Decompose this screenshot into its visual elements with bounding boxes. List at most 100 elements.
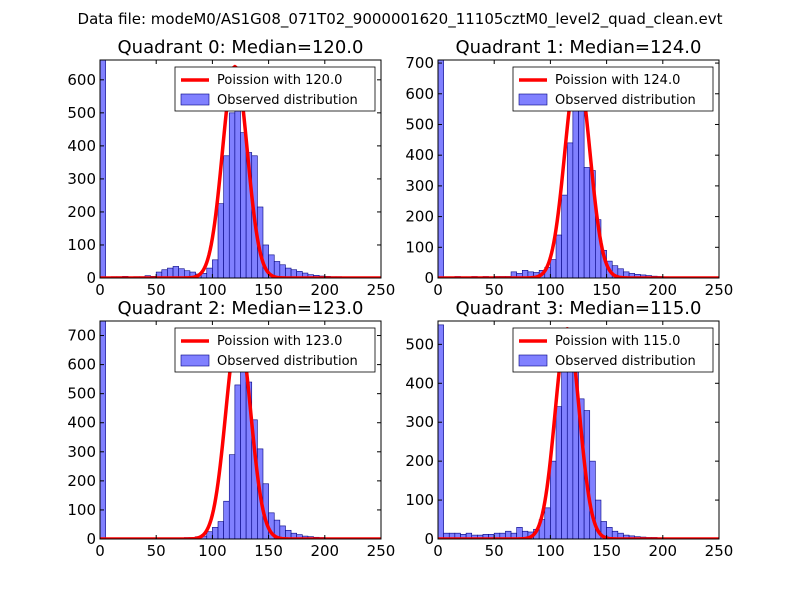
y-tick-label: 300 <box>67 443 96 461</box>
x-tick-label: 0 <box>95 542 105 560</box>
x-tick-label: 250 <box>705 542 734 560</box>
x-tick-label: 200 <box>648 542 677 560</box>
x-tick-label: 250 <box>367 542 396 560</box>
y-tick-label: 700 <box>67 327 96 345</box>
legend-bar-swatch <box>180 93 210 106</box>
y-tick-label: 500 <box>405 115 434 133</box>
histogram-bar <box>561 194 568 278</box>
histogram-bar <box>217 203 224 278</box>
y-tick-label: 400 <box>405 374 434 392</box>
histogram-bar <box>100 321 106 539</box>
y-tick-label: 100 <box>67 501 96 519</box>
histogram-bar <box>234 87 241 278</box>
y-tick-label: 100 <box>405 491 434 509</box>
x-tick-label: 250 <box>367 281 396 299</box>
y-tick-label: 600 <box>405 85 434 103</box>
panel-title: Quadrant 2: Median=123.0 <box>118 298 364 319</box>
histogram-bar <box>217 521 224 539</box>
y-tick-label: 0 <box>86 530 96 548</box>
legend-label-fit: Poission with 123.0 <box>217 334 342 349</box>
x-tick-label: 100 <box>536 542 565 560</box>
histogram-bar <box>228 112 236 278</box>
y-tick-label: 0 <box>86 269 96 287</box>
histogram-bar <box>555 234 562 278</box>
legend: Poission with 115.0 Observed distribution <box>512 327 714 373</box>
y-tick-label: 200 <box>405 452 434 470</box>
x-tick-label: 150 <box>592 281 621 299</box>
panel-title: Quadrant 0: Median=120.0 <box>118 37 364 58</box>
x-tick-label: 200 <box>310 542 339 560</box>
histogram-bar <box>279 264 286 278</box>
legend-bar-swatch <box>518 354 548 367</box>
x-tick-label: 150 <box>254 542 283 560</box>
histogram-bar <box>240 370 247 539</box>
panel-title: Quadrant 3: Median=115.0 <box>456 298 702 319</box>
histogram-bar <box>206 267 213 278</box>
legend: Poission with 123.0 Observed distribution <box>174 327 376 373</box>
x-tick-label: 50 <box>485 542 504 560</box>
x-tick-label: 200 <box>648 281 677 299</box>
x-tick-label: 250 <box>705 281 734 299</box>
quadrant-2-panel: Quadrant 2: Median=123.0 0 50 100 150 200 250 0… <box>67 298 395 560</box>
y-tick-label: 400 <box>67 414 96 432</box>
quadrant-3-panel: Quadrant 3: Median=115.0 0 50 100 150 200 250 0… <box>405 298 733 560</box>
axes-frame <box>99 59 382 279</box>
axes-frame <box>437 59 720 279</box>
histogram-bar <box>566 347 574 539</box>
histogram-bar <box>572 102 579 278</box>
legend-label-fit: Poission with 120.0 <box>217 73 342 88</box>
legend-label-observed: Observed distribution <box>555 93 696 108</box>
y-tick-label: 0 <box>424 530 434 548</box>
subplot-grid: Quadrant 0: Median=120.0 0 50 100 150 200 250 0… <box>67 37 733 560</box>
y-tick-label: 200 <box>67 203 96 221</box>
histogram-bar <box>438 324 444 539</box>
x-tick-label: 100 <box>536 281 565 299</box>
y-tick-label: 100 <box>67 236 96 254</box>
histogram-bar <box>555 406 562 539</box>
y-tick-label: 700 <box>405 54 434 72</box>
histogram-bar <box>228 454 236 539</box>
quadrant-1-panel: Quadrant 1: Median=124.0 0 50 100 150 200 250 0… <box>405 37 733 299</box>
x-tick-label: 150 <box>592 542 621 560</box>
y-tick-label: 300 <box>405 413 434 431</box>
x-tick-label: 150 <box>254 281 283 299</box>
axes-frame <box>437 320 720 540</box>
histogram-bar <box>583 167 591 278</box>
histogram-bar <box>438 60 444 278</box>
y-tick-label: 300 <box>67 170 96 188</box>
x-tick-label: 100 <box>198 542 227 560</box>
legend: Poission with 120.0 Observed distribution <box>174 66 376 112</box>
histogram-bar <box>234 384 241 539</box>
x-tick-label: 50 <box>485 281 504 299</box>
x-tick-label: 50 <box>147 281 166 299</box>
y-tick-label: 600 <box>67 71 96 89</box>
poisson-fit-line <box>438 327 719 539</box>
legend-label-observed: Observed distribution <box>217 354 358 369</box>
x-tick-label: 50 <box>147 542 166 560</box>
x-tick-label: 0 <box>433 281 443 299</box>
legend-label-observed: Observed distribution <box>217 93 358 108</box>
legend-bar-swatch <box>518 93 548 106</box>
y-tick-label: 400 <box>405 146 434 164</box>
histogram-bar <box>100 60 106 278</box>
y-tick-label: 300 <box>405 177 434 195</box>
y-tick-label: 100 <box>405 238 434 256</box>
x-tick-label: 100 <box>198 281 227 299</box>
y-tick-label: 600 <box>67 356 96 374</box>
panel-title: Quadrant 1: Median=124.0 <box>456 37 702 58</box>
y-tick-label: 500 <box>67 385 96 403</box>
histogram-bar <box>223 155 230 278</box>
histogram-bar <box>212 527 219 539</box>
y-tick-label: 400 <box>67 137 96 155</box>
histogram-bar <box>566 142 574 278</box>
legend-label-observed: Observed distribution <box>555 354 696 369</box>
histogram-bar <box>223 500 230 539</box>
histogram-bar <box>550 460 557 539</box>
y-tick-label: 200 <box>405 208 434 226</box>
legend-label-fit: Poission with 124.0 <box>555 73 680 88</box>
x-tick-label: 0 <box>95 281 105 299</box>
histogram-bar <box>544 507 551 539</box>
histogram-bar <box>206 531 213 539</box>
figure-title: Data file: modeM0/AS1G08_071T02_90000016… <box>78 10 723 29</box>
